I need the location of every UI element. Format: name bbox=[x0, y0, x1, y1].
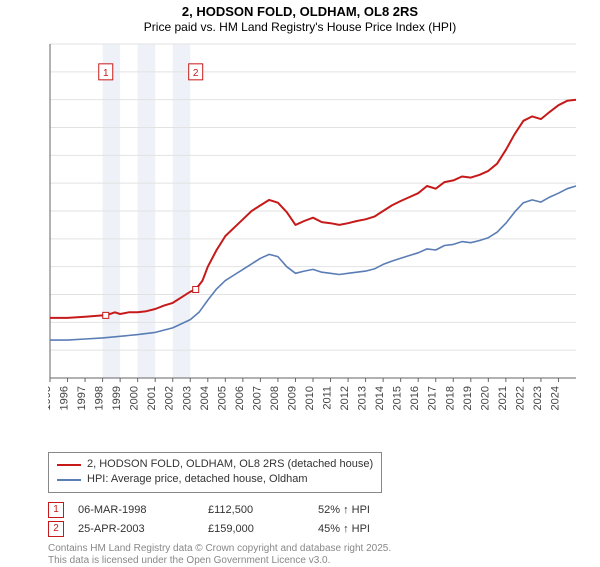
svg-text:2: 2 bbox=[193, 68, 199, 79]
svg-text:1998: 1998 bbox=[94, 386, 106, 410]
svg-text:2011: 2011 bbox=[322, 386, 334, 410]
svg-text:2003: 2003 bbox=[181, 386, 193, 410]
svg-text:2015: 2015 bbox=[392, 386, 404, 410]
svg-text:2010: 2010 bbox=[304, 386, 316, 410]
svg-text:2006: 2006 bbox=[234, 386, 246, 410]
svg-text:2004: 2004 bbox=[199, 386, 211, 410]
svg-text:1995: 1995 bbox=[48, 386, 53, 410]
sale-price: £159,000 bbox=[208, 523, 318, 535]
svg-text:2008: 2008 bbox=[269, 386, 281, 410]
legend-item: 2, HODSON FOLD, OLDHAM, OL8 2RS (detache… bbox=[57, 457, 373, 472]
sale-row: 1 06-MAR-1998 £112,500 52% ↑ HPI bbox=[48, 502, 578, 518]
price-chart: £0£50K£100K£150K£200K£250K£300K£350K£400… bbox=[48, 40, 578, 420]
sale-hpi: 52% ↑ HPI bbox=[318, 504, 438, 516]
svg-text:1: 1 bbox=[103, 68, 109, 79]
footnote-line: This data is licensed under the Open Gov… bbox=[48, 555, 578, 567]
svg-text:2009: 2009 bbox=[286, 386, 298, 410]
svg-text:2014: 2014 bbox=[374, 386, 386, 410]
sale-date: 06-MAR-1998 bbox=[78, 504, 208, 516]
chart-title-block: 2, HODSON FOLD, OLDHAM, OL8 2RS Price pa… bbox=[0, 0, 600, 35]
svg-text:2016: 2016 bbox=[409, 386, 421, 410]
title-line-2: Price paid vs. HM Land Registry's House … bbox=[0, 20, 600, 35]
legend-swatch bbox=[57, 479, 81, 481]
svg-text:2019: 2019 bbox=[462, 386, 474, 410]
title-line-1: 2, HODSON FOLD, OLDHAM, OL8 2RS bbox=[0, 4, 600, 20]
svg-text:2017: 2017 bbox=[427, 386, 439, 410]
svg-text:2023: 2023 bbox=[532, 386, 544, 410]
svg-text:2018: 2018 bbox=[444, 386, 456, 410]
svg-text:2002: 2002 bbox=[164, 386, 176, 410]
sale-marker: 2 bbox=[48, 521, 64, 537]
info-block: 2, HODSON FOLD, OLDHAM, OL8 2RS (detache… bbox=[48, 452, 578, 567]
svg-text:1997: 1997 bbox=[76, 386, 88, 410]
svg-text:2021: 2021 bbox=[497, 386, 509, 410]
sale-row: 2 25-APR-2003 £159,000 45% ↑ HPI bbox=[48, 521, 578, 537]
svg-text:2013: 2013 bbox=[357, 386, 369, 410]
footnote: Contains HM Land Registry data © Crown c… bbox=[48, 543, 578, 567]
svg-text:1996: 1996 bbox=[59, 386, 71, 410]
svg-text:1999: 1999 bbox=[111, 386, 123, 410]
svg-text:2001: 2001 bbox=[146, 386, 158, 410]
sale-date: 25-APR-2003 bbox=[78, 523, 208, 535]
svg-text:2012: 2012 bbox=[339, 386, 351, 410]
svg-text:2005: 2005 bbox=[216, 386, 228, 410]
legend-label: HPI: Average price, detached house, Oldh… bbox=[87, 472, 308, 487]
footnote-line: Contains HM Land Registry data © Crown c… bbox=[48, 543, 578, 555]
legend-item: HPI: Average price, detached house, Oldh… bbox=[57, 472, 373, 487]
legend-label: 2, HODSON FOLD, OLDHAM, OL8 2RS (detache… bbox=[87, 457, 373, 472]
svg-text:2024: 2024 bbox=[549, 386, 561, 410]
legend-swatch bbox=[57, 464, 81, 466]
svg-text:2020: 2020 bbox=[479, 386, 491, 410]
sale-price: £112,500 bbox=[208, 504, 318, 516]
legend-box: 2, HODSON FOLD, OLDHAM, OL8 2RS (detache… bbox=[48, 452, 382, 493]
svg-text:2007: 2007 bbox=[251, 386, 263, 410]
sale-hpi: 45% ↑ HPI bbox=[318, 523, 438, 535]
sale-marker: 1 bbox=[48, 502, 64, 518]
svg-text:2000: 2000 bbox=[129, 386, 141, 410]
svg-text:2022: 2022 bbox=[514, 386, 526, 410]
